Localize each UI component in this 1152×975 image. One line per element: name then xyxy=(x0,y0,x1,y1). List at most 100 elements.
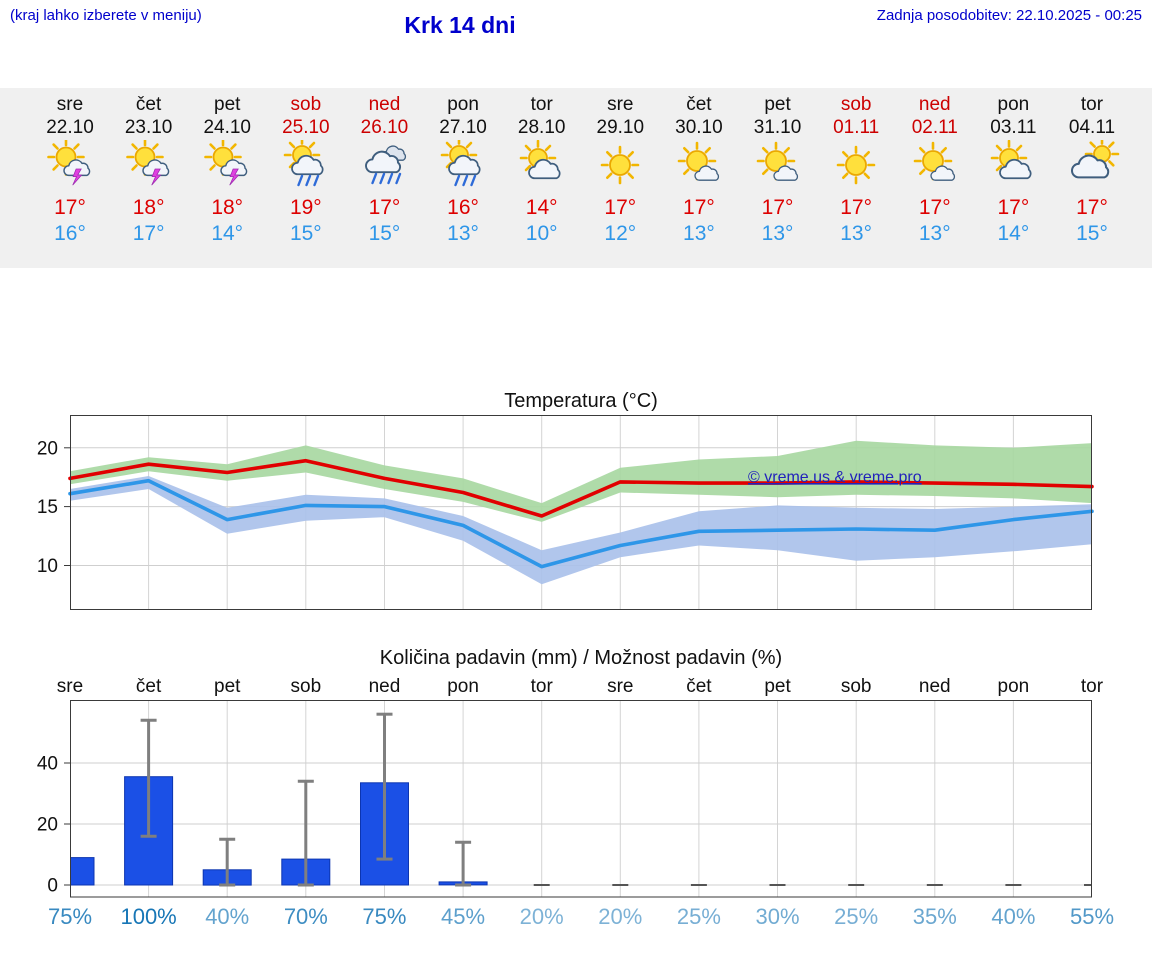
day-high-temp: 17° xyxy=(54,196,86,219)
day-date: 03.11 xyxy=(990,117,1037,138)
forecast-day-28.10[interactable]: tor 28.10 14° 10° xyxy=(499,93,585,247)
day-name: sob xyxy=(840,94,872,115)
precip-chart-title: Količina padavin (mm) / Možnost padavin … xyxy=(379,647,783,669)
day-name: tor xyxy=(1080,94,1104,115)
day-name: ned xyxy=(918,94,951,115)
day-high-temp: 17° xyxy=(604,196,637,219)
day-date: 04.11 xyxy=(1068,117,1116,138)
day-name: pon xyxy=(447,94,479,115)
day-low-temp: 15° xyxy=(368,222,401,245)
precip-day-label: sre xyxy=(56,676,84,697)
precip-probability-label: 20% xyxy=(598,904,643,929)
day-low-temp: 14° xyxy=(997,222,1030,245)
thunder-shower-icon xyxy=(106,138,192,192)
day-name: čet xyxy=(135,94,162,115)
precip-probability-label: 70% xyxy=(283,904,328,929)
day-high-temp: 17° xyxy=(997,196,1030,219)
day-date: 02.11 xyxy=(911,117,958,138)
thunder-shower-icon xyxy=(27,138,113,192)
day-date: 29.10 xyxy=(596,117,645,138)
day-low-temp: 10° xyxy=(525,222,558,245)
precip-day-label: pon xyxy=(447,676,479,697)
day-low-temp: 15° xyxy=(289,222,322,245)
forecast-day-04.11[interactable]: tor 04.11 17° 15° xyxy=(1049,93,1135,247)
day-high-temp: 17° xyxy=(918,196,951,219)
last-update-text: Zadnja posodobitev: 22.10.2025 - 00:25 xyxy=(876,7,1142,24)
thunder-shower-icon xyxy=(184,138,270,192)
day-date: 26.10 xyxy=(360,117,409,138)
day-low-temp: 13° xyxy=(840,222,873,245)
temperature-chart-title: Temperatura (°C) xyxy=(504,390,658,412)
precip-probability-label: 75% xyxy=(362,904,407,929)
sunny-icon xyxy=(813,140,899,192)
forecast-day-26.10[interactable]: ned 26.10 17° 15° xyxy=(341,93,427,247)
day-low-temp: 13° xyxy=(918,222,951,245)
precip-day-label: tor xyxy=(530,676,553,697)
precip-probability-label: 55% xyxy=(1069,904,1115,929)
day-name: sre xyxy=(607,94,634,115)
forecast-day-03.11[interactable]: pon 03.11 17° 14° xyxy=(970,93,1056,247)
precip-day-label: sre xyxy=(607,676,634,697)
forecast-day-24.10[interactable]: pet 24.10 18° 14° xyxy=(184,93,270,247)
day-name: sob xyxy=(290,94,322,115)
forecast-day-22.10[interactable]: sre 22.10 17° 16° xyxy=(27,93,113,247)
day-high-temp: 17° xyxy=(761,196,794,219)
svg-text:15: 15 xyxy=(37,497,58,518)
precip-day-label: pet xyxy=(764,676,791,697)
day-high-temp: 17° xyxy=(840,196,873,219)
sun-rain-icon xyxy=(263,136,349,192)
precip-probability-label: 35% xyxy=(912,904,957,929)
watermark-link[interactable]: © vreme.us & vreme.pro xyxy=(748,469,922,486)
page-title: Krk 14 dni xyxy=(404,12,516,38)
day-date: 28.10 xyxy=(517,117,566,138)
menu-hint-text: (kraj lahko izberete v meniju) xyxy=(10,7,202,24)
sunny-icon xyxy=(577,140,663,192)
day-date: 01.11 xyxy=(833,117,880,138)
forecast-day-01.11[interactable]: sob 01.11 17° 13° xyxy=(813,93,899,247)
precip-day-label: sob xyxy=(290,676,322,697)
precip-probability-label: 40% xyxy=(205,904,250,929)
precip-day-label: ned xyxy=(368,676,401,697)
svg-text:20: 20 xyxy=(37,815,58,836)
day-low-temp: 17° xyxy=(132,222,165,245)
precip-day-label: čet xyxy=(686,676,712,697)
forecast-day-29.10[interactable]: sre 29.10 17° 12° xyxy=(577,93,663,247)
day-high-temp: 19° xyxy=(289,196,322,219)
day-name: čet xyxy=(686,94,712,115)
day-high-temp: 17° xyxy=(1076,196,1108,219)
sun-small-cloud-icon xyxy=(892,140,978,192)
day-high-temp: 18° xyxy=(132,196,165,219)
precip-day-label: pon xyxy=(997,676,1030,697)
forecast-day-27.10[interactable]: pon 27.10 16° 13° xyxy=(420,93,506,247)
forecast-day-25.10[interactable]: sob 25.10 19° 15° xyxy=(263,93,349,247)
partly-cloudy-icon xyxy=(499,139,585,192)
day-high-temp: 14° xyxy=(525,196,558,219)
forecast-day-31.10[interactable]: pet 31.10 17° 13° xyxy=(735,93,821,247)
precip-chart: 0 20 40 xyxy=(37,700,1092,898)
forecast-day-02.11[interactable]: ned 02.11 17° 13° xyxy=(892,93,978,247)
precip-day-label: tor xyxy=(1080,676,1104,697)
day-low-temp: 16° xyxy=(54,222,86,245)
day-high-temp: 17° xyxy=(368,196,401,219)
partly-cloudy-icon xyxy=(970,139,1056,192)
mostly-cloudy-icon xyxy=(1049,136,1135,192)
forecast-day-30.10[interactable]: čet 30.10 17° 13° xyxy=(656,93,742,247)
sun-small-cloud-icon xyxy=(656,140,742,192)
temperature-chart: 10 15 20 © vreme.us & vreme.pro xyxy=(37,415,1094,610)
day-high-temp: 16° xyxy=(447,196,479,219)
day-date: 22.10 xyxy=(46,117,94,138)
svg-text:40: 40 xyxy=(37,754,58,775)
day-low-temp: 13° xyxy=(447,222,479,245)
day-name: tor xyxy=(530,94,553,115)
precip-probability-label: 100% xyxy=(120,904,177,929)
day-name: sre xyxy=(56,94,84,115)
precip-probability-label: 30% xyxy=(755,904,800,929)
precip-probability-label: 25% xyxy=(676,904,721,929)
day-name: ned xyxy=(368,94,401,115)
day-low-temp: 14° xyxy=(211,222,244,245)
day-date: 23.10 xyxy=(124,117,173,138)
forecast-day-23.10[interactable]: čet 23.10 18° 17° xyxy=(106,93,192,247)
sun-rain-icon xyxy=(420,136,506,192)
forecast-strip: sre 22.10 17° 16° čet 23.10 18° 17° pet 24.10 18° 1… xyxy=(0,88,1152,268)
day-low-temp: 13° xyxy=(761,222,794,245)
